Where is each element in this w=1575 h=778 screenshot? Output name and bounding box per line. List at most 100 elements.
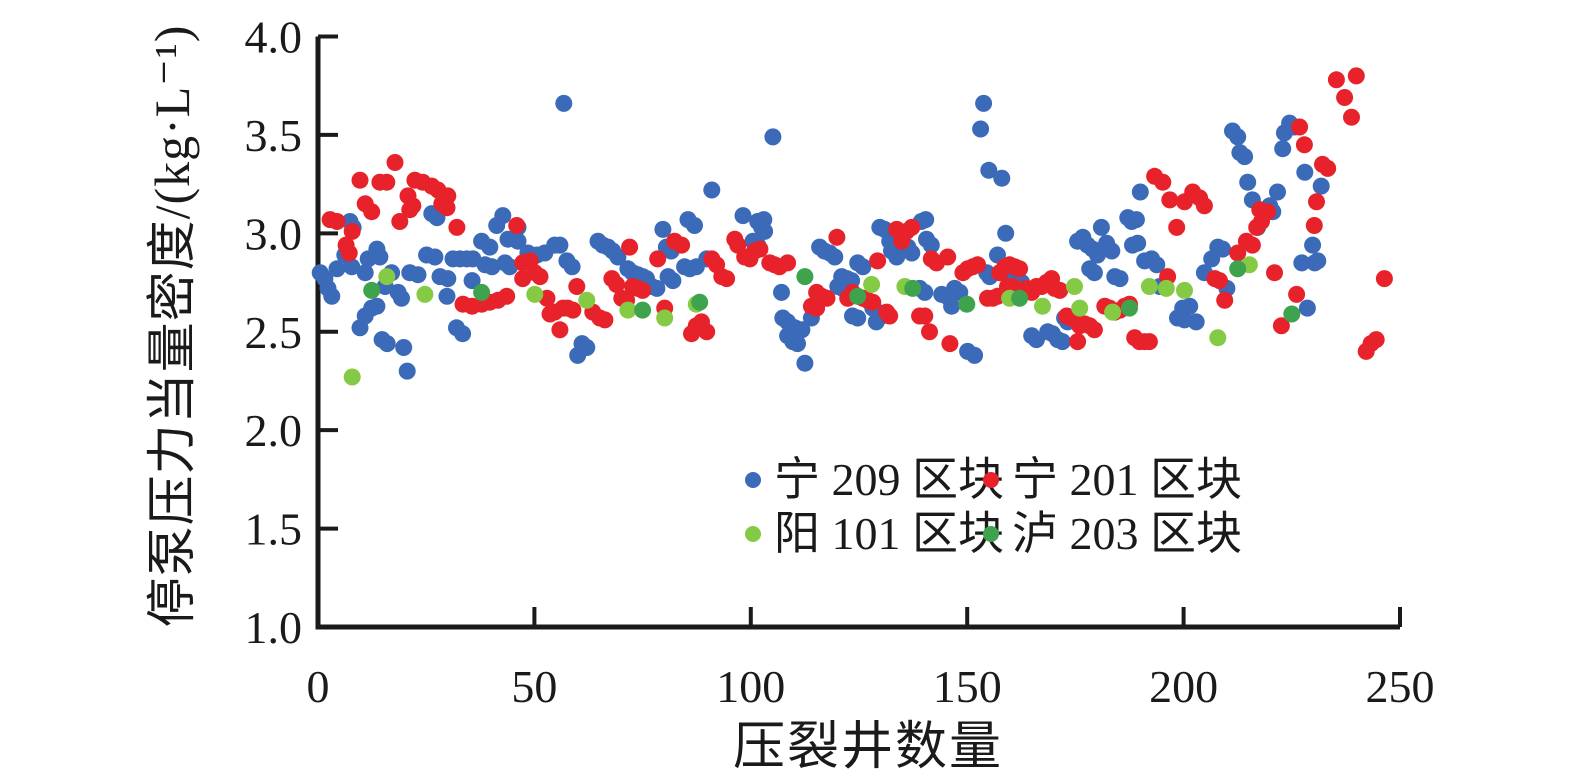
- data-point: [864, 293, 882, 311]
- data-point: [378, 173, 396, 191]
- data-point: [1304, 236, 1322, 254]
- data-point: [751, 240, 769, 258]
- data-point: [1071, 299, 1089, 317]
- data-point: [328, 213, 346, 230]
- data-point: [386, 154, 404, 171]
- data-point: [1319, 159, 1337, 177]
- data-point: [1229, 128, 1247, 146]
- x-tick-label: 100: [716, 661, 785, 712]
- data-point: [1154, 173, 1172, 191]
- data-point: [828, 228, 846, 246]
- data-point: [1214, 240, 1232, 258]
- data-point: [969, 256, 987, 274]
- data-point: [1293, 254, 1311, 272]
- data-point: [1051, 281, 1069, 299]
- data-point: [1069, 333, 1087, 351]
- legend-item-ning201: 宁 201 区块: [983, 457, 1242, 503]
- data-point: [1168, 218, 1186, 236]
- data-point: [483, 258, 501, 276]
- data-point: [718, 270, 736, 288]
- data-point: [1053, 333, 1071, 351]
- data-point: [1123, 213, 1141, 230]
- data-point: [1336, 89, 1354, 106]
- data-point: [756, 222, 774, 240]
- data-point: [1296, 163, 1314, 181]
- data-point: [340, 244, 358, 262]
- data-point: [903, 244, 921, 262]
- data-point: [972, 120, 990, 138]
- data-point: [563, 258, 581, 276]
- data-point: [343, 222, 361, 240]
- legend-item-ning209: 宁 209 区块: [745, 457, 1004, 503]
- data-point: [439, 187, 457, 205]
- data-point: [438, 287, 456, 305]
- x-tick-label: 50: [511, 661, 557, 712]
- data-point: [393, 289, 410, 307]
- y-tick-label: 2.5: [245, 307, 303, 358]
- data-point: [1229, 260, 1247, 278]
- data-point: [363, 281, 381, 299]
- data-point: [621, 238, 639, 256]
- data-point: [343, 368, 361, 386]
- data-point: [888, 248, 906, 266]
- data-point: [351, 171, 369, 189]
- data-point: [1308, 193, 1325, 211]
- data-point: [958, 295, 976, 313]
- data-point: [1129, 234, 1147, 252]
- legend-marker-ning209-icon: [745, 472, 761, 488]
- data-point: [551, 321, 569, 339]
- data-point: [473, 283, 491, 301]
- data-point: [1011, 289, 1029, 307]
- legend-marker-yang101-icon: [745, 526, 761, 542]
- data-point: [773, 283, 790, 301]
- data-point: [1148, 256, 1166, 274]
- data-point: [454, 325, 472, 343]
- data-point: [698, 323, 716, 341]
- data-point: [634, 281, 652, 299]
- y-tick-label: 3.5: [245, 110, 303, 161]
- data-point: [1121, 299, 1138, 317]
- data-point: [1103, 242, 1121, 260]
- data-point: [1181, 297, 1199, 315]
- data-point: [1085, 264, 1103, 282]
- data-point: [673, 236, 691, 254]
- data-point: [904, 279, 922, 297]
- data-point: [568, 278, 586, 295]
- legend-label-ning209: 宁 209 区块: [774, 454, 1004, 505]
- data-point: [323, 287, 341, 305]
- data-point: [356, 264, 374, 282]
- data-point: [416, 285, 434, 303]
- data-point: [917, 211, 935, 229]
- data-point: [966, 346, 984, 364]
- data-point: [975, 94, 993, 112]
- data-point: [1272, 317, 1290, 335]
- data-point: [997, 224, 1015, 242]
- data-point: [1140, 333, 1158, 351]
- data-point: [1274, 140, 1292, 158]
- data-point: [1266, 264, 1283, 282]
- data-point: [401, 201, 419, 219]
- data-point: [1161, 191, 1179, 209]
- data-point: [826, 248, 844, 266]
- data-point: [1111, 270, 1129, 288]
- data-point: [328, 260, 346, 278]
- data-point: [921, 323, 938, 341]
- data-point: [1269, 183, 1286, 201]
- data-point: [1259, 203, 1277, 221]
- data-point: [1085, 321, 1103, 339]
- y-tick-label: 2.0: [245, 405, 303, 456]
- x-tick-label: 250: [1366, 661, 1435, 712]
- data-point: [903, 218, 921, 236]
- data-point: [368, 297, 386, 315]
- data-point: [426, 248, 444, 266]
- data-point: [1236, 148, 1254, 166]
- data-point: [509, 232, 527, 250]
- data-point: [1283, 305, 1301, 323]
- data-point: [1375, 270, 1393, 288]
- data-point: [1092, 218, 1110, 236]
- data-point: [526, 285, 544, 303]
- data-point: [391, 213, 409, 230]
- data-point: [943, 297, 961, 315]
